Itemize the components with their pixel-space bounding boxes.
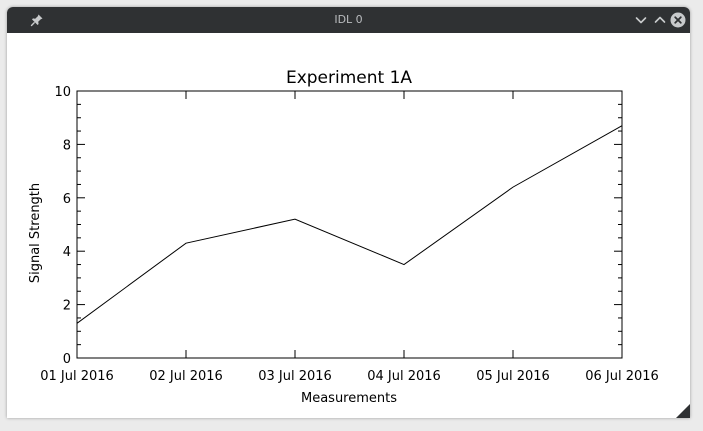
close-button[interactable] bbox=[670, 12, 686, 28]
y-tick-label: 10 bbox=[54, 85, 71, 100]
chart-title: Experiment 1A bbox=[286, 68, 412, 88]
y-tick-label: 4 bbox=[63, 245, 71, 260]
series bbox=[76, 125, 623, 324]
x-tick-label: 06 Jul 2016 bbox=[585, 369, 659, 384]
y-tick-label: 0 bbox=[63, 352, 71, 367]
x-axis-label: Measurements bbox=[301, 391, 397, 406]
series-line bbox=[76, 125, 623, 324]
plot-frame bbox=[76, 90, 623, 359]
plot-area: 0 2 4 6 8 10 01 Jul 2016 02 Jul 2016 03 Jul 2016… bbox=[7, 33, 690, 418]
maximize-button[interactable] bbox=[652, 12, 668, 28]
y-tick-label: 6 bbox=[63, 192, 71, 207]
x-tick-label: 03 Jul 2016 bbox=[258, 369, 332, 384]
tick-marks bbox=[76, 90, 623, 359]
line-chart: 0 2 4 6 8 10 01 Jul 2016 02 Jul 2016 03 Jul 2016… bbox=[28, 68, 659, 406]
pin-icon[interactable] bbox=[30, 13, 44, 27]
axes bbox=[76, 90, 623, 359]
window-title: IDL 0 bbox=[334, 13, 363, 26]
x-tick-label: 01 Jul 2016 bbox=[40, 369, 114, 384]
x-tick-label: 02 Jul 2016 bbox=[149, 369, 223, 384]
chevron-down-icon bbox=[635, 17, 647, 24]
y-tick-label: 8 bbox=[63, 138, 71, 153]
x-tick-label: 04 Jul 2016 bbox=[367, 369, 441, 384]
window-frame: IDL 0 0 2 4 6 8 10 01 bbox=[7, 7, 690, 418]
y-axis-label: Signal Strength bbox=[28, 183, 43, 283]
x-tick-label: 05 Jul 2016 bbox=[476, 369, 550, 384]
chevron-up-icon bbox=[654, 16, 666, 23]
tick-labels: 0 2 4 6 8 10 01 Jul 2016 02 Jul 2016 03 Jul 2016… bbox=[40, 85, 659, 384]
y-tick-label: 2 bbox=[63, 299, 71, 314]
resize-grip-icon[interactable] bbox=[676, 404, 690, 418]
close-icon bbox=[670, 12, 686, 28]
minimize-button[interactable] bbox=[633, 12, 649, 28]
titlebar[interactable]: IDL 0 bbox=[7, 7, 690, 33]
